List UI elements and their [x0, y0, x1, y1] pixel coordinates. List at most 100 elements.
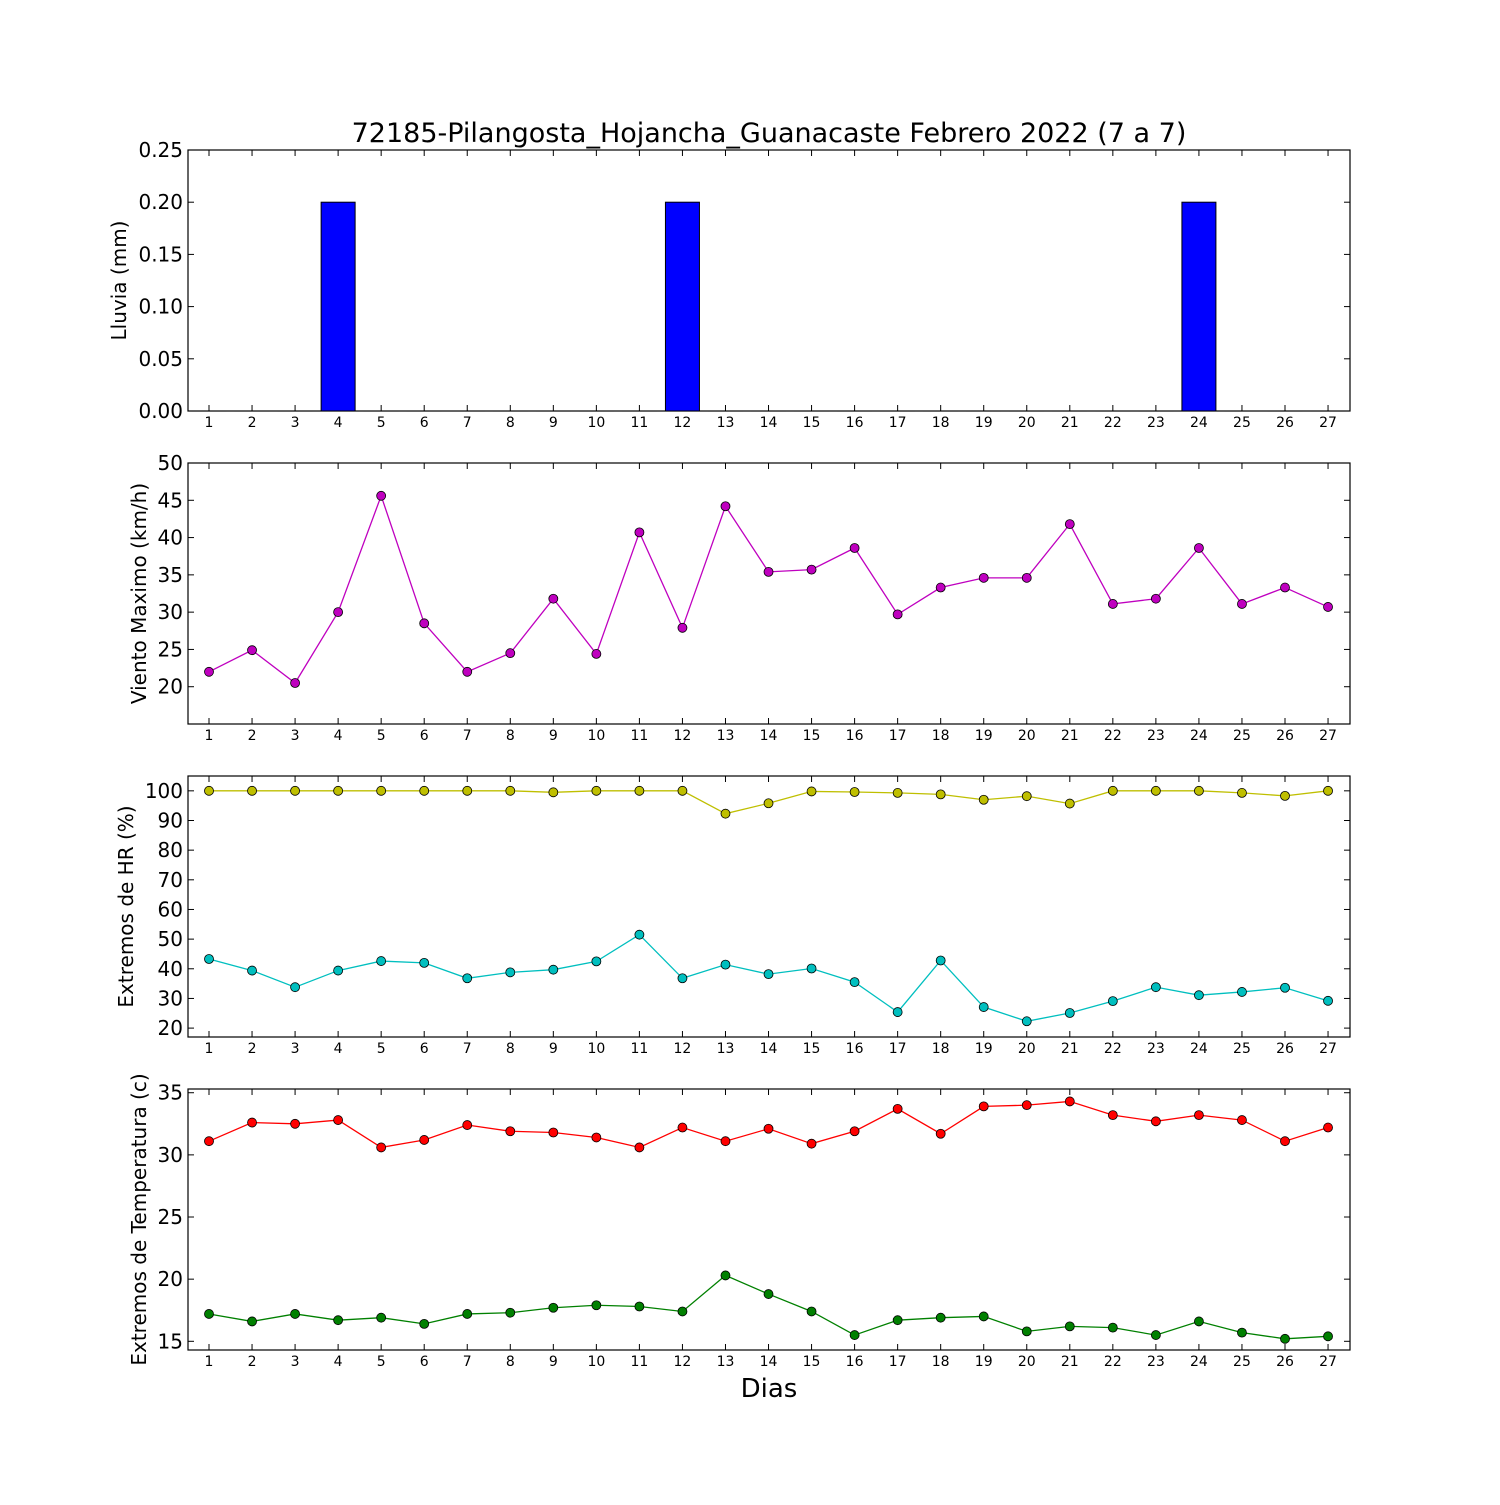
series-1-point-day-19	[979, 795, 988, 804]
series-1-point-day-12	[678, 1123, 687, 1132]
series-2-point-day-4	[334, 966, 343, 975]
series-1-point-day-10	[592, 1133, 601, 1142]
series-1-point-day-24	[1194, 786, 1203, 795]
x-tick-label: 12	[674, 728, 692, 744]
x-tick-label: 4	[334, 728, 343, 744]
x-tick-label: 10	[587, 728, 605, 744]
series-1-point-day-10	[592, 649, 601, 658]
x-tick-label: 22	[1104, 1354, 1122, 1370]
x-tick-label: 25	[1233, 1354, 1251, 1370]
series-2-point-day-27	[1324, 1332, 1333, 1341]
series-1-point-day-23	[1151, 1117, 1160, 1126]
series-1-point-day-12	[678, 786, 687, 795]
x-tick-label: 23	[1147, 1041, 1165, 1057]
series-1-point-day-15	[807, 787, 816, 796]
x-tick-label: 19	[975, 1354, 993, 1370]
series-line-1	[209, 496, 1328, 683]
series-1-point-day-22	[1108, 786, 1117, 795]
series-2-point-day-17	[893, 1008, 902, 1017]
x-tick-label: 15	[803, 1354, 821, 1370]
series-2-point-day-12	[678, 1307, 687, 1316]
series-2-point-day-17	[893, 1316, 902, 1325]
y-tick-label: 20	[158, 675, 183, 699]
x-tick-label: 17	[889, 1354, 907, 1370]
series-1-point-day-11	[635, 528, 644, 537]
x-tick-label: 15	[803, 728, 821, 744]
series-1-point-day-1	[205, 1137, 214, 1146]
series-1-point-day-13	[721, 809, 730, 818]
x-tick-label: 9	[549, 728, 558, 744]
x-tick-label: 13	[717, 1354, 735, 1370]
x-tick-label: 11	[630, 1041, 648, 1057]
x-tick-label: 27	[1319, 728, 1337, 744]
series-2-point-day-21	[1065, 1008, 1074, 1017]
x-tick-label: 16	[846, 1041, 864, 1057]
series-2-point-day-24	[1194, 1317, 1203, 1326]
series-2-point-day-26	[1281, 983, 1290, 992]
y-tick-label: 40	[158, 526, 183, 550]
x-tick-label: 27	[1319, 1041, 1337, 1057]
series-1-point-day-5	[377, 491, 386, 500]
x-tick-label: 5	[377, 1354, 386, 1370]
series-2-point-day-19	[979, 1003, 988, 1012]
series-1-point-day-18	[936, 790, 945, 799]
x-tick-label: 3	[291, 1354, 300, 1370]
series-2-point-day-7	[463, 974, 472, 983]
x-tick-label: 14	[760, 728, 778, 744]
series-1-point-day-17	[893, 788, 902, 797]
series-2-point-day-15	[807, 1307, 816, 1316]
series-1-point-day-11	[635, 1143, 644, 1152]
y-tick-label: 0.25	[138, 138, 183, 162]
y-tick-label: 70	[158, 868, 183, 892]
series-1-point-day-21	[1065, 1097, 1074, 1106]
x-tick-label: 2	[248, 1354, 257, 1370]
series-2-point-day-25	[1237, 987, 1246, 996]
series-1-point-day-9	[549, 594, 558, 603]
series-1-point-day-26	[1281, 583, 1290, 592]
series-2-point-day-2	[248, 1317, 257, 1326]
series-2-point-day-2	[248, 966, 257, 975]
x-tick-label: 21	[1061, 728, 1079, 744]
y-tick-label: 50	[158, 927, 183, 951]
y-tick-label: 25	[158, 637, 183, 661]
series-1-point-day-6	[420, 619, 429, 628]
x-tick-label: 26	[1276, 415, 1294, 431]
x-tick-label: 3	[291, 1041, 300, 1057]
x-tick-label: 13	[717, 1041, 735, 1057]
x-tick-label: 20	[1018, 415, 1036, 431]
series-1-point-day-10	[592, 786, 601, 795]
series-1-point-day-16	[850, 544, 859, 553]
series-1-point-day-7	[463, 786, 472, 795]
series-2-point-day-10	[592, 957, 601, 966]
series-1-point-day-23	[1151, 786, 1160, 795]
series-1-point-day-9	[549, 1128, 558, 1137]
series-1-point-day-9	[549, 788, 558, 797]
series-1-point-day-20	[1022, 792, 1031, 801]
x-tick-label: 25	[1233, 415, 1251, 431]
series-1-point-day-3	[291, 1119, 300, 1128]
x-tick-label: 3	[291, 415, 300, 431]
x-tick-label: 10	[587, 1041, 605, 1057]
bar-day-24	[1182, 202, 1216, 411]
x-tick-label: 12	[674, 1041, 692, 1057]
series-1-point-day-2	[248, 786, 257, 795]
series-2-point-day-8	[506, 1308, 515, 1317]
x-tick-label: 2	[248, 1041, 257, 1057]
series-2-point-day-7	[463, 1309, 472, 1318]
series-1-point-day-8	[506, 649, 515, 658]
series-1-point-day-25	[1237, 1116, 1246, 1125]
axes-frame	[188, 776, 1350, 1037]
series-1-point-day-15	[807, 565, 816, 574]
x-tick-label: 8	[506, 1041, 515, 1057]
x-tick-label: 24	[1190, 1041, 1208, 1057]
x-tick-label: 23	[1147, 1354, 1165, 1370]
x-tick-label: 7	[463, 415, 472, 431]
series-2-point-day-14	[764, 1290, 773, 1299]
series-1-point-day-4	[334, 1116, 343, 1125]
x-tick-label: 22	[1104, 1041, 1122, 1057]
x-tick-label: 21	[1061, 1041, 1079, 1057]
y-tick-label: 20	[158, 1016, 183, 1040]
